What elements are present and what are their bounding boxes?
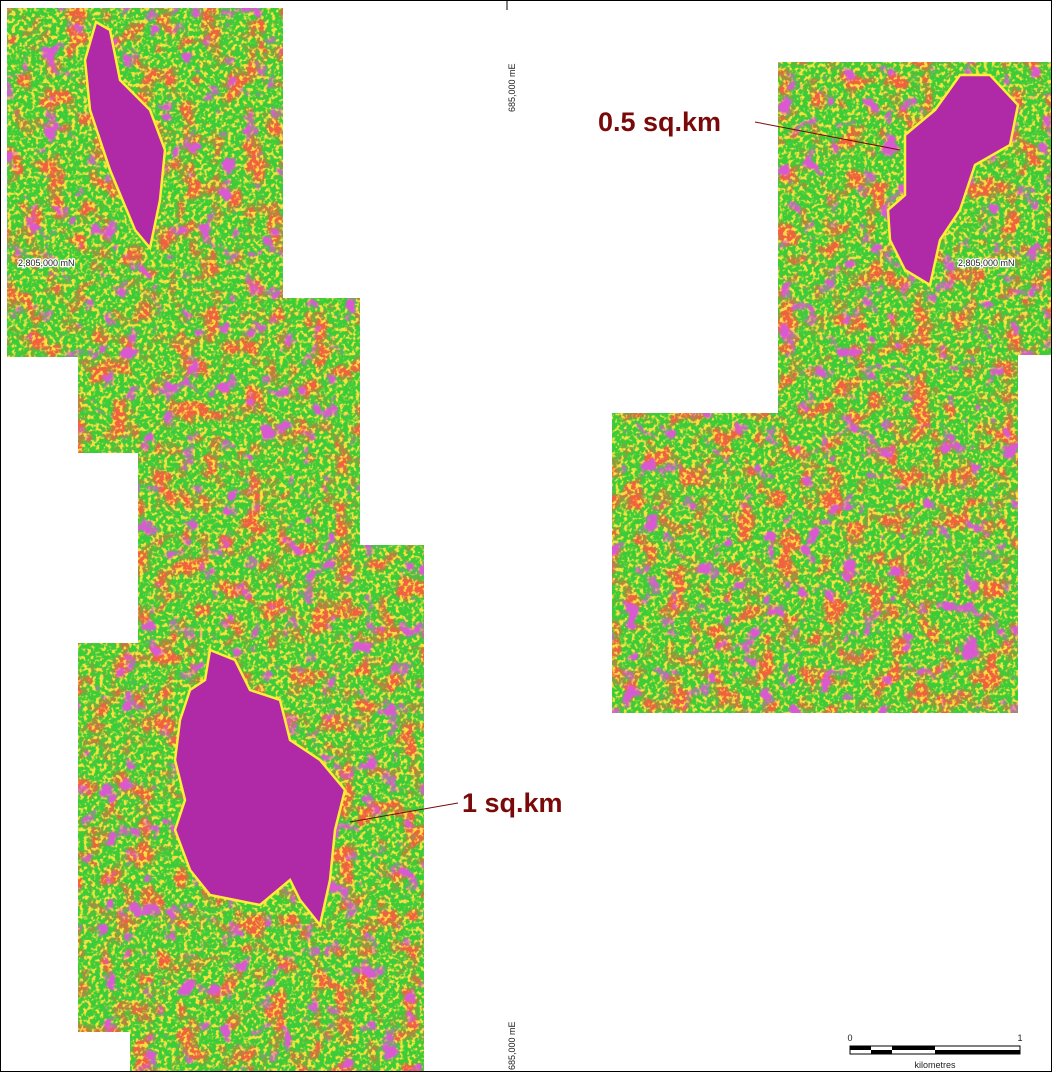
scale-label: 1: [1017, 1033, 1022, 1043]
easting-label: 685,000 mE: [507, 63, 517, 112]
scale-segment: [850, 1046, 871, 1050]
scale-segment: [892, 1046, 935, 1050]
scale-segment: [871, 1050, 892, 1054]
scale-segment: [935, 1050, 1020, 1054]
area-annotation: 0.5 sq.km: [598, 107, 721, 137]
northing-label: 2,805,000 mN: [18, 258, 75, 268]
easting-label: 685,000 mE: [507, 1021, 517, 1070]
scale-label: 0: [847, 1033, 852, 1043]
area-annotation: 1 sq.km: [462, 788, 563, 818]
survey-block-east: [600, 50, 1052, 720]
northing-label: 2,805,000 mN: [958, 258, 1015, 268]
map: 685,000 mE 685,000 mE 2,805,000 mN 2,805…: [0, 0, 1052, 1072]
scale-unit: kilometres: [914, 1060, 956, 1070]
survey-block-west: [0, 0, 430, 1072]
scale-bar: 0 1 kilometres: [847, 1033, 1022, 1070]
